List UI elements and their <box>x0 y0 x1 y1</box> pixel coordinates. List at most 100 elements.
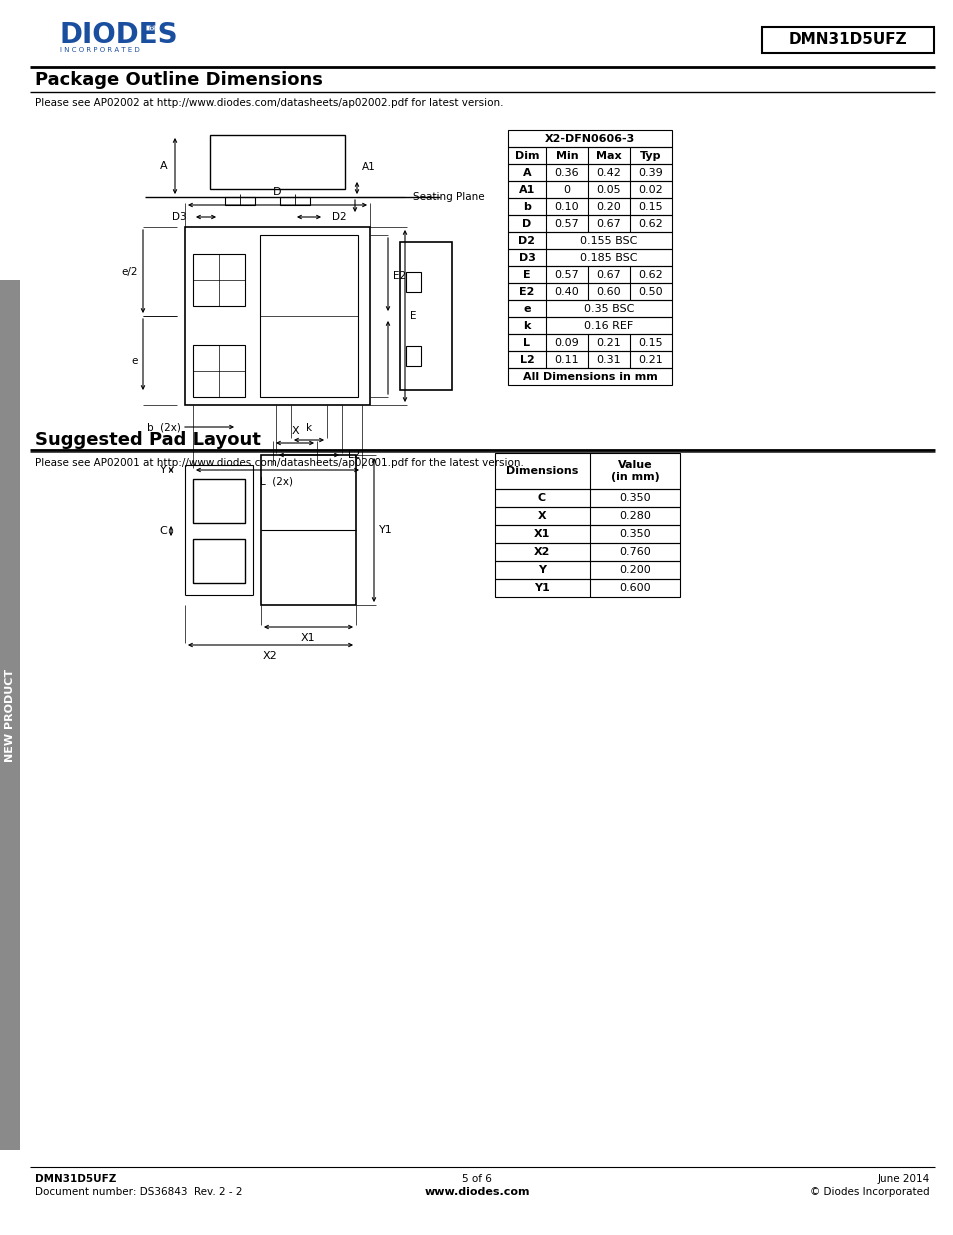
Text: 0.280: 0.280 <box>618 511 650 521</box>
Bar <box>210 135 345 189</box>
Text: Suggested Pad Layout: Suggested Pad Layout <box>35 431 260 450</box>
Bar <box>507 368 671 385</box>
Text: 0.10: 0.10 <box>554 203 578 212</box>
Text: 0.600: 0.600 <box>618 583 650 593</box>
Text: 0.05: 0.05 <box>596 185 620 195</box>
Bar <box>507 283 671 300</box>
Bar <box>507 232 671 249</box>
Text: 0.21: 0.21 <box>638 354 662 366</box>
Text: L2: L2 <box>348 450 360 459</box>
Text: June 2014: June 2014 <box>877 1174 929 1184</box>
Bar <box>507 249 671 266</box>
Text: X: X <box>291 426 298 436</box>
Bar <box>406 346 420 366</box>
Bar <box>225 198 254 205</box>
Text: D3: D3 <box>518 253 535 263</box>
Text: 0.21: 0.21 <box>596 338 620 348</box>
Bar <box>193 479 245 522</box>
Text: 0.57: 0.57 <box>554 270 578 280</box>
Text: 0.35 BSC: 0.35 BSC <box>583 304 634 314</box>
Text: Please see AP02001 at http://www.diodes.com/datasheets/ap02001.pdf for the lates: Please see AP02001 at http://www.diodes.… <box>35 458 523 468</box>
Bar <box>507 130 671 147</box>
Text: E2: E2 <box>393 270 406 282</box>
Bar <box>761 27 933 53</box>
Text: X2: X2 <box>262 651 277 661</box>
Bar <box>495 561 679 579</box>
Bar <box>495 508 679 525</box>
Text: 0.50: 0.50 <box>638 287 662 296</box>
Bar <box>280 198 310 205</box>
Text: DIODES: DIODES <box>60 21 178 49</box>
Text: Document number: DS36843  Rev. 2 - 2: Document number: DS36843 Rev. 2 - 2 <box>35 1187 242 1197</box>
Text: Dimensions: Dimensions <box>505 466 578 475</box>
Text: Y: Y <box>537 564 545 576</box>
Text: b  (2x): b (2x) <box>147 422 181 432</box>
Text: 0.200: 0.200 <box>618 564 650 576</box>
Bar <box>193 538 245 583</box>
Text: Package Outline Dimensions: Package Outline Dimensions <box>35 70 322 89</box>
Text: X1: X1 <box>300 634 315 643</box>
Bar <box>507 266 671 283</box>
Bar <box>507 147 671 164</box>
Text: 0.02: 0.02 <box>638 185 662 195</box>
Text: L: L <box>523 338 530 348</box>
Bar <box>193 345 245 396</box>
Text: A: A <box>160 161 168 170</box>
Text: D: D <box>273 186 281 198</box>
Text: 0.31: 0.31 <box>596 354 620 366</box>
Text: C: C <box>159 526 167 536</box>
Text: Y1: Y1 <box>378 525 393 535</box>
Text: 0.62: 0.62 <box>638 219 662 228</box>
Bar <box>507 164 671 182</box>
Text: 0.36: 0.36 <box>554 168 578 178</box>
Text: e: e <box>522 304 530 314</box>
Text: 0.39: 0.39 <box>638 168 662 178</box>
Text: DMN31D5UFZ: DMN31D5UFZ <box>35 1174 116 1184</box>
Text: e: e <box>132 356 138 366</box>
Text: 0.185 BSC: 0.185 BSC <box>579 253 638 263</box>
Text: 0.15: 0.15 <box>638 338 662 348</box>
Bar <box>507 317 671 333</box>
Text: E2: E2 <box>518 287 534 296</box>
Text: Y: Y <box>160 466 167 475</box>
Text: X: X <box>537 511 546 521</box>
Text: Dim: Dim <box>515 151 538 161</box>
Text: Please see AP02002 at http://www.diodes.com/datasheets/ap02002.pdf for latest ve: Please see AP02002 at http://www.diodes.… <box>35 98 503 107</box>
Text: Typ: Typ <box>639 151 661 161</box>
Text: L  (2x): L (2x) <box>260 477 294 487</box>
Text: 0.350: 0.350 <box>618 493 650 503</box>
Text: 5 of 6: 5 of 6 <box>461 1174 492 1184</box>
Text: E: E <box>410 311 416 321</box>
Text: 0.760: 0.760 <box>618 547 650 557</box>
Bar <box>507 198 671 215</box>
Bar <box>495 453 679 489</box>
Text: e/2: e/2 <box>121 267 138 277</box>
Text: D2: D2 <box>332 212 346 222</box>
Text: NEW PRODUCT: NEW PRODUCT <box>5 668 15 762</box>
Bar <box>261 454 355 605</box>
Bar <box>507 333 671 351</box>
Text: 0.67: 0.67 <box>596 270 620 280</box>
Text: k: k <box>523 321 530 331</box>
Bar <box>507 182 671 198</box>
Text: 0.11: 0.11 <box>554 354 578 366</box>
Text: X1: X1 <box>534 529 550 538</box>
Bar <box>0 280 20 1150</box>
Text: 0.57: 0.57 <box>554 219 578 228</box>
Text: 0.155 BSC: 0.155 BSC <box>579 236 637 246</box>
Text: 0.40: 0.40 <box>554 287 578 296</box>
Bar <box>507 300 671 317</box>
Text: A1: A1 <box>518 185 535 195</box>
Text: www.diodes.com: www.diodes.com <box>424 1187 529 1197</box>
Text: C: C <box>537 493 545 503</box>
Bar <box>260 235 357 396</box>
Text: A: A <box>522 168 531 178</box>
Text: Min: Min <box>555 151 578 161</box>
Bar <box>406 272 420 291</box>
Text: All Dimensions in mm: All Dimensions in mm <box>522 372 657 382</box>
Text: 0.20: 0.20 <box>596 203 620 212</box>
Text: 0.15: 0.15 <box>638 203 662 212</box>
Text: L2: L2 <box>519 354 534 366</box>
Text: D: D <box>522 219 531 228</box>
Text: © Diodes Incorporated: © Diodes Incorporated <box>809 1187 929 1197</box>
